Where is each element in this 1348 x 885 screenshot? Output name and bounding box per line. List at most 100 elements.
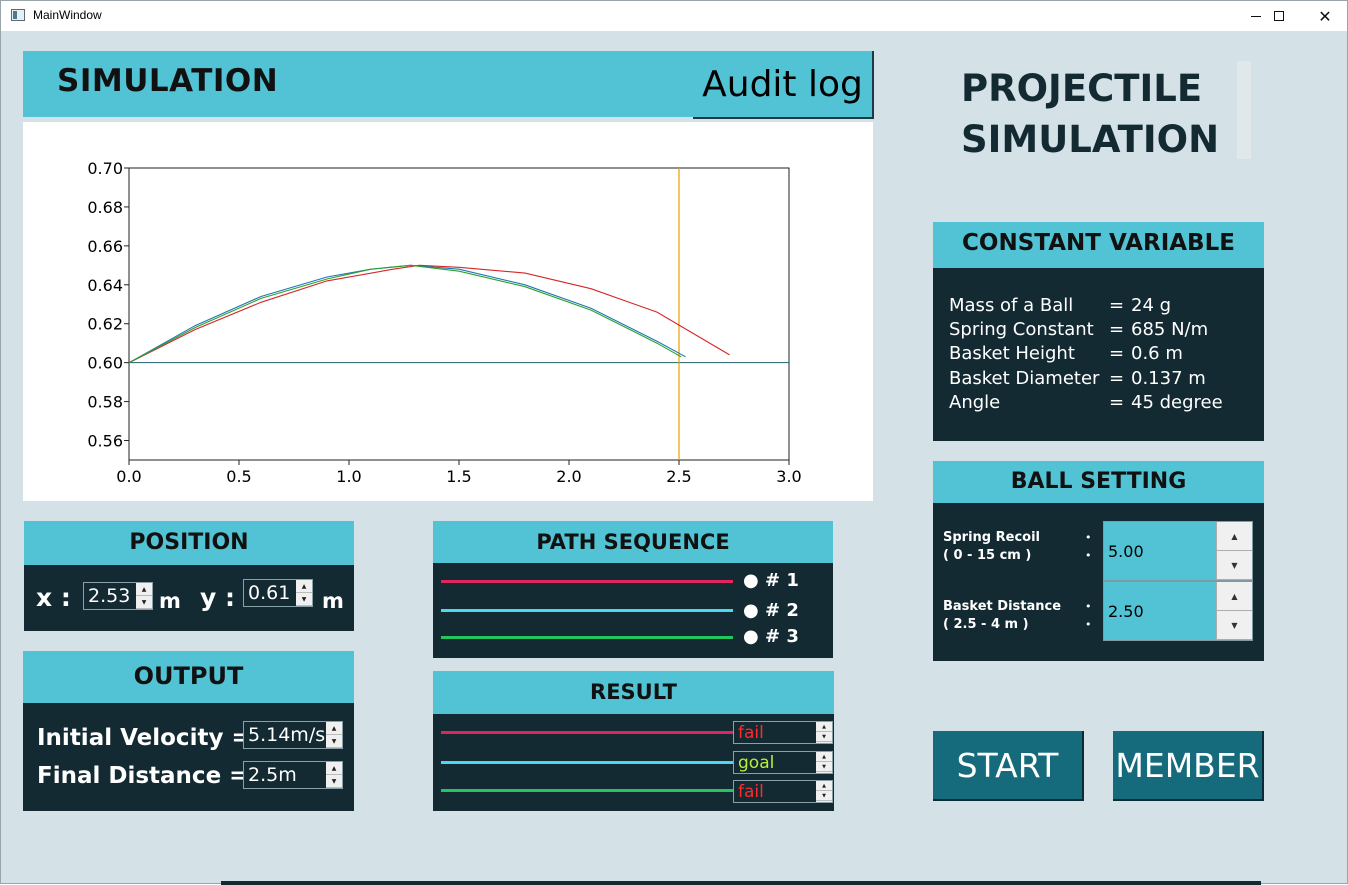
spin-up-icon[interactable]: ▲ — [326, 762, 342, 775]
result-header: RESULT — [433, 671, 834, 714]
spin-down-icon[interactable]: ▼ — [816, 762, 832, 772]
position-body: x : 2.53 ▲ ▼ m y : 0.61 ▲ ▼ m — [24, 565, 354, 631]
position-panel: POSITION x : 2.53 ▲ ▼ m y : 0.61 ▲ ▼ m — [24, 521, 354, 631]
path-sequence-body: ● # 1 ● # 2 ● # 3 — [433, 563, 833, 658]
result-box-3[interactable]: fail ▲ ▼ — [733, 780, 833, 803]
y-position-value[interactable]: 0.61 — [248, 582, 291, 604]
path-label-2: ● # 2 — [743, 600, 799, 621]
spin-down-icon[interactable]: ▼ — [1217, 611, 1252, 640]
basket-distance-label-line1: Basket Distance — [943, 599, 1062, 614]
basket-distance-arrows[interactable]: ▲ ▼ — [1216, 582, 1252, 640]
ball-setting-title: BALL SETTING — [1010, 469, 1187, 494]
initial-velocity-spinbox[interactable]: 5.14m/s ▲ ▼ — [243, 721, 343, 749]
spin-up-icon[interactable]: ▲ — [1217, 582, 1252, 611]
spin-down-icon[interactable]: ▼ — [326, 735, 342, 748]
spin-up-icon[interactable]: ▲ — [296, 580, 312, 593]
constant-row-spring: Spring Constant = 685 N/m — [949, 319, 1208, 340]
y-tick-label-2: 0.60 — [87, 354, 123, 373]
title-scrollbar[interactable] — [1237, 61, 1251, 159]
path-line-3 — [441, 636, 733, 639]
simulation-header — [23, 51, 693, 117]
constant-eq: = — [1109, 319, 1125, 340]
x-tick-label-0: 0.0 — [116, 467, 141, 486]
path-label-3: ● # 3 — [743, 626, 799, 647]
app-title: PROJECTILE SIMULATION — [961, 63, 1241, 165]
spin-up-icon[interactable]: ▲ — [326, 722, 342, 735]
spring-recoil-value[interactable]: 5.00 — [1108, 542, 1144, 561]
x-position-value[interactable]: 2.53 — [88, 585, 131, 607]
constant-label: Spring Constant — [949, 319, 1094, 340]
spring-recoil-spinbox[interactable]: 5.00 ▲ ▼ — [1103, 521, 1253, 581]
window-title: MainWindow — [33, 8, 102, 22]
basket-distance-label-line2: ( 2.5 - 4 m ) — [943, 617, 1029, 632]
spin-down-icon[interactable]: ▼ — [296, 593, 312, 606]
minimize-button[interactable] — [1233, 1, 1279, 31]
trajectory-plot: 0.0 0.5 1.0 1.5 2.0 2.5 3.0 0.56 0.58 0.60 0.62 0.6… — [23, 122, 873, 501]
member-button[interactable]: MEMBER — [1113, 731, 1264, 801]
y-tick-label-5: 0.66 — [87, 237, 123, 256]
final-distance-label: Final Distance = — [37, 763, 249, 789]
y-tick-label-7: 0.70 — [87, 159, 123, 178]
result-arrows-1[interactable]: ▲ ▼ — [816, 722, 832, 743]
result-box-2[interactable]: goal ▲ ▼ — [733, 751, 833, 774]
ball-setting-panel: BALL SETTING Spring Recoil ( 0 - 15 cm )… — [933, 461, 1264, 661]
y-tick-label-3: 0.62 — [87, 315, 123, 334]
initial-velocity-arrows[interactable]: ▲ ▼ — [326, 722, 342, 748]
maximize-button[interactable] — [1256, 1, 1302, 31]
close-button[interactable]: ✕ — [1302, 1, 1348, 31]
constant-variable-title: CONSTANT VARIABLE — [962, 230, 1235, 256]
trajectory-chart: 0.0 0.5 1.0 1.5 2.0 2.5 3.0 0.56 0.58 0.60 0.62 0.6… — [87, 159, 801, 486]
spin-down-icon[interactable]: ▼ — [816, 732, 832, 742]
x-position-arrows[interactable]: ▲ ▼ — [136, 583, 152, 609]
plot-frame — [128, 167, 790, 461]
constant-label: Angle — [949, 392, 1001, 413]
basket-distance-spinbox[interactable]: 2.50 ▲ ▼ — [1103, 581, 1253, 641]
start-button[interactable]: START — [933, 731, 1084, 801]
spin-up-icon[interactable]: ▲ — [816, 722, 832, 732]
spin-up-icon[interactable]: ▲ — [816, 752, 832, 762]
constant-eq: = — [1109, 392, 1125, 413]
x-tick-label-5: 2.5 — [666, 467, 691, 486]
final-distance-arrows[interactable]: ▲ ▼ — [326, 762, 342, 788]
result-line-1 — [441, 731, 733, 734]
y-tick-label-1: 0.58 — [87, 393, 123, 412]
path-sequence-panel: PATH SEQUENCE ● # 1 ● # 2 ● # 3 — [433, 521, 833, 658]
audit-log-button[interactable]: Audit log — [693, 51, 874, 119]
result-arrows-2[interactable]: ▲ ▼ — [816, 752, 832, 773]
result-value-2[interactable]: goal — [738, 753, 775, 773]
app-title-line1: PROJECTILE — [961, 67, 1203, 110]
x-position-spinbox[interactable]: 2.53 ▲ ▼ — [83, 582, 153, 610]
spin-down-icon[interactable]: ▼ — [326, 775, 342, 788]
app-title-line2: SIMULATION — [961, 118, 1220, 161]
result-box-1[interactable]: fail ▲ ▼ — [733, 721, 833, 744]
spin-down-icon[interactable]: ▼ — [1217, 551, 1252, 580]
result-value-3[interactable]: fail — [738, 782, 764, 802]
basket-distance-value[interactable]: 2.50 — [1108, 602, 1144, 621]
initial-velocity-value[interactable]: 5.14m/s — [248, 724, 326, 746]
y-position-spinbox[interactable]: 0.61 ▲ ▼ — [243, 579, 313, 607]
path-line-2 — [441, 609, 733, 612]
spin-up-icon[interactable]: ▲ — [136, 583, 152, 596]
y-label: y : — [200, 583, 235, 612]
result-title: RESULT — [590, 680, 677, 704]
final-distance-value[interactable]: 2.5m — [248, 764, 297, 786]
spring-recoil-arrows[interactable]: ▲ ▼ — [1216, 522, 1252, 580]
constant-variable-panel: CONSTANT VARIABLE Mass of a Ball = 24 g Sp… — [933, 222, 1264, 441]
spin-down-icon[interactable]: ▼ — [136, 596, 152, 609]
y-position-arrows[interactable]: ▲ ▼ — [296, 580, 312, 606]
maximize-icon — [1274, 11, 1284, 21]
output-title: OUTPUT — [133, 662, 244, 690]
spin-down-icon[interactable]: ▼ — [816, 791, 832, 801]
final-distance-spinbox[interactable]: 2.5m ▲ ▼ — [243, 761, 343, 789]
result-panel: RESULT fail ▲ ▼ goal ▲ ▼ fail ▲ ▼ — [433, 671, 834, 811]
x-tick-label-3: 1.5 — [446, 467, 471, 486]
app-icon — [11, 9, 25, 21]
spin-up-icon[interactable]: ▲ — [1217, 522, 1252, 551]
constant-row-height: Basket Height = 0.6 m — [949, 343, 1183, 364]
output-header: OUTPUT — [23, 651, 354, 703]
result-value-1[interactable]: fail — [738, 723, 764, 743]
constant-label: Mass of a Ball — [949, 295, 1074, 316]
result-arrows-3[interactable]: ▲ ▼ — [816, 781, 832, 802]
spin-up-icon[interactable]: ▲ — [816, 781, 832, 791]
